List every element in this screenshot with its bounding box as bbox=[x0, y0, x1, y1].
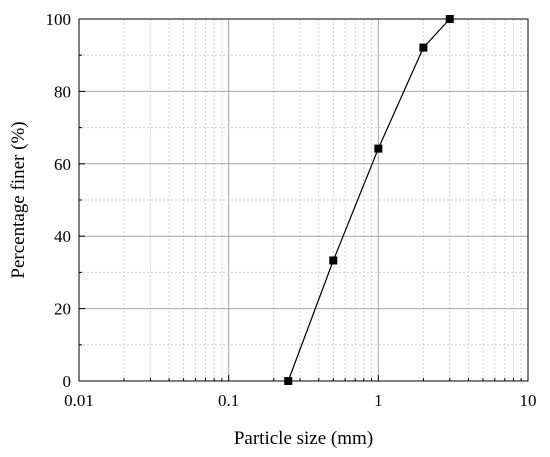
y-axis-title: Percentage finer (%) bbox=[8, 121, 29, 278]
data-point-marker bbox=[419, 43, 428, 52]
x-axis-tick-labels: 0.01 0.1 1 10 bbox=[64, 391, 536, 410]
data-point-marker bbox=[445, 15, 454, 23]
axis-ticks bbox=[78, 18, 529, 382]
data-point-marker bbox=[374, 144, 383, 153]
y-tick-label: 0 bbox=[63, 372, 72, 391]
grid-lines bbox=[79, 19, 528, 381]
y-tick-label: 20 bbox=[54, 300, 71, 319]
x-tick-label: 0.01 bbox=[64, 391, 94, 410]
x-axis-title: Particle size (mm) bbox=[234, 428, 373, 449]
x-tick-label: 0.1 bbox=[218, 391, 239, 410]
y-axis-tick-labels: 0 20 40 60 80 100 bbox=[46, 10, 72, 391]
y-tick-label: 40 bbox=[54, 227, 71, 246]
x-tick-label: 1 bbox=[374, 391, 383, 410]
y-tick-label: 100 bbox=[46, 10, 72, 29]
y-tick-label: 80 bbox=[54, 82, 71, 101]
y-tick-label: 60 bbox=[54, 155, 71, 174]
data-series bbox=[284, 15, 454, 385]
data-point-marker bbox=[284, 377, 293, 385]
data-point-marker bbox=[329, 256, 338, 265]
x-tick-label: 10 bbox=[520, 391, 537, 410]
